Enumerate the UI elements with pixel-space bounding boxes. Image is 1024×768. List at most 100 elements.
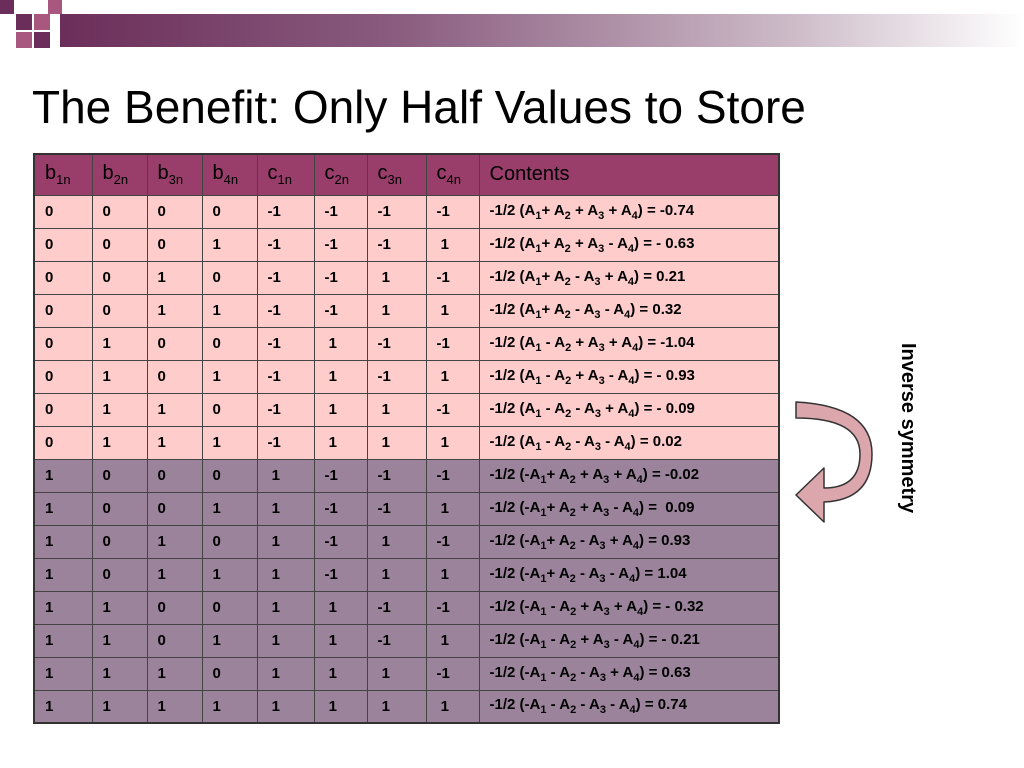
- table-row: 0 0 1 1 -1 -1 1 1 -1/2 (A1+ A2 - A3 - A4) = 0.…: [33, 293, 780, 328]
- column-header-base: c: [267, 162, 278, 185]
- formula-text: + A: [570, 201, 599, 219]
- table-cell: 0: [33, 392, 93, 427]
- formula-text: -1/2 (A: [489, 333, 536, 351]
- table-cell: 1: [146, 557, 203, 592]
- table-cell: 1: [91, 590, 148, 625]
- table-row: 0 0 0 1 -1 -1 -1 1 -1/2 (A1+ A2 + A3 - A4) = - …: [33, 227, 780, 262]
- formula-text: + A: [576, 597, 604, 615]
- table-cell: -1: [256, 194, 315, 229]
- subscript: 3: [599, 572, 606, 585]
- formula-text: -1/2 (A: [489, 234, 536, 252]
- subscript: 4: [628, 407, 635, 420]
- table-cell: 1: [366, 425, 427, 460]
- inverse-symmetry-label: Inverse symmetry: [897, 343, 919, 514]
- formula-text: -1/2 (-A: [489, 696, 541, 714]
- table-cell: 1: [366, 293, 427, 328]
- table-cell: 0: [146, 491, 203, 526]
- formula-text: -1/2 (-A: [489, 465, 541, 483]
- subscript: 1: [540, 605, 547, 618]
- formula-text: - A: [600, 300, 625, 318]
- subscript: 4: [624, 308, 631, 321]
- table-cell: 1: [313, 656, 368, 691]
- column-header: c3n: [366, 153, 427, 196]
- table-cell: 0: [146, 326, 203, 361]
- formula-text: + A: [541, 201, 565, 219]
- contents-cell: -1/2 (-A1 - A2 - A3 - A4) = 0.74: [478, 689, 780, 724]
- table-cell: -1: [313, 194, 368, 229]
- subscript: 4: [632, 506, 640, 519]
- subscript: 1: [535, 374, 542, 387]
- table-cell: -1: [425, 392, 480, 427]
- subscript: 2: [569, 572, 576, 585]
- formula-text: -1/2 (-A: [489, 531, 541, 549]
- subscript: 3: [594, 308, 601, 321]
- formula-text: + A: [546, 564, 570, 582]
- table-cell: 0: [201, 656, 258, 691]
- table-cell: 1: [366, 557, 427, 592]
- table-cell: 0: [91, 524, 148, 559]
- subscript: 4: [632, 341, 639, 354]
- column-header: b2n: [91, 153, 148, 196]
- table-cell: 0: [33, 260, 93, 295]
- table-cell: -1: [425, 656, 480, 691]
- formula-text: + A: [571, 333, 599, 351]
- table-cell: 1: [366, 392, 427, 427]
- table-cell: 1: [201, 425, 258, 460]
- table-cell: -1: [366, 194, 427, 229]
- table-cell: 1: [256, 524, 315, 559]
- subscript: 4: [633, 671, 640, 684]
- table-cell: 0: [201, 524, 258, 559]
- table-cell: 1: [146, 392, 203, 427]
- table-cell: -1: [366, 227, 427, 262]
- table-cell: -1: [256, 293, 315, 328]
- contents-cell: -1/2 (-A1+ A2 + A3 - A4) = 0.09: [478, 491, 780, 526]
- table-cell: 1: [91, 392, 148, 427]
- subscript: 1: [535, 242, 542, 255]
- decor-square: [48, 0, 62, 14]
- table-cell: 1: [256, 458, 315, 493]
- formula-text: - A: [570, 267, 595, 285]
- table-cell: -1: [425, 260, 480, 295]
- subscript: 2: [570, 704, 577, 717]
- table-cell: 1: [91, 623, 148, 658]
- column-header-base: b: [102, 162, 114, 185]
- formula-text: + A: [570, 234, 599, 252]
- decor-square: [16, 14, 32, 30]
- table-cell: -1: [313, 458, 368, 493]
- table-cell: 0: [146, 458, 203, 493]
- formula-text: + A: [546, 498, 570, 516]
- table-cell: 1: [313, 425, 368, 460]
- table-cell: -1: [425, 458, 480, 493]
- table-cell: 1: [33, 557, 93, 592]
- table-cell: 1: [256, 557, 315, 592]
- subscript: 4: [628, 374, 635, 387]
- curved-arrow-icon: [795, 401, 873, 523]
- formula-text: ) = - 0.09: [634, 399, 695, 417]
- table-cell: 0: [91, 227, 148, 262]
- table-cell: 0: [33, 425, 93, 460]
- column-header-base: b: [212, 162, 224, 185]
- table-cell: 1: [256, 656, 315, 691]
- table-cell: -1: [256, 359, 315, 394]
- table-cell: -1: [366, 359, 427, 394]
- table-cell: 1: [33, 590, 93, 625]
- formula-text: ) = 0.93: [639, 531, 691, 549]
- table-cell: -1: [256, 392, 315, 427]
- formula-text: ) = 1.04: [635, 564, 687, 582]
- table-cell: 1: [91, 425, 148, 460]
- subscript: 4: [627, 275, 635, 288]
- subscript: 2: [570, 638, 577, 651]
- table-cell: 0: [33, 227, 93, 262]
- contents-cell: -1/2 (-A1+ A2 - A3 + A4) = 0.93: [478, 524, 780, 559]
- column-header-subscript: 3n: [168, 172, 184, 188]
- values-table: b1n b2n b3n b4n c1n c2n c3n c4n Contents 0 0 0 0 -1-…: [33, 153, 780, 724]
- subscript: 3: [594, 407, 601, 420]
- table-cell: -1: [313, 491, 368, 526]
- table-cell: 0: [201, 392, 258, 427]
- formula-text: - A: [576, 696, 600, 714]
- table-cell: 1: [201, 689, 258, 724]
- table-cell: 1: [256, 623, 315, 658]
- column-header-subscript: 2n: [113, 172, 129, 188]
